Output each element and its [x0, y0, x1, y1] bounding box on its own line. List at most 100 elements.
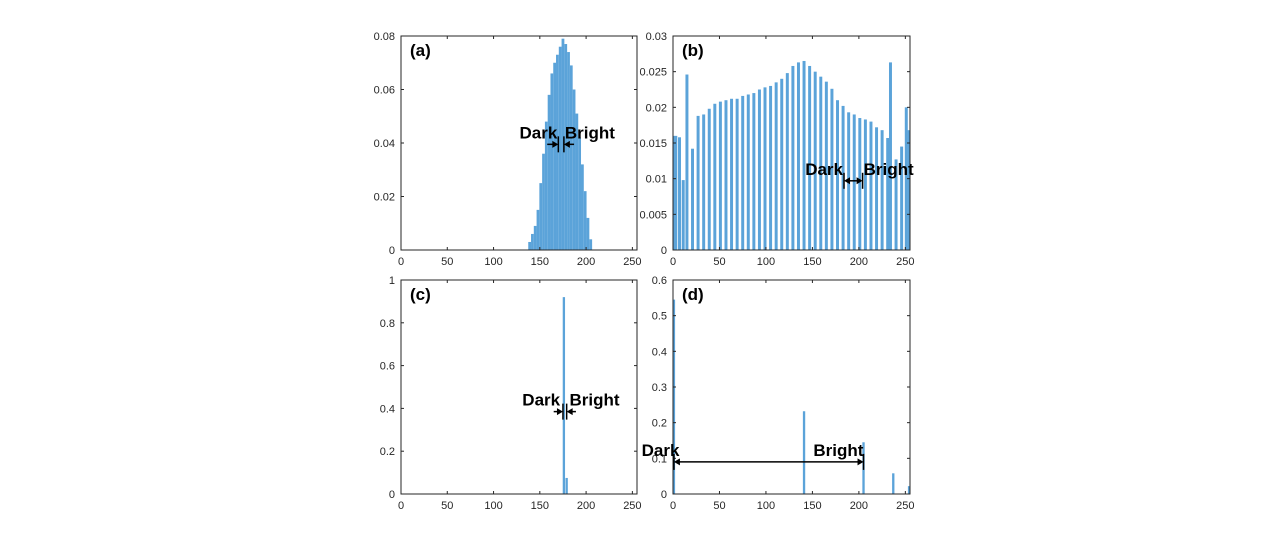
arrowhead [563, 140, 570, 148]
histogram-bar [869, 121, 873, 250]
histogram-bar [894, 159, 898, 250]
histogram-bar [673, 135, 675, 250]
histogram-bar [763, 87, 767, 250]
histogram-bar [539, 183, 543, 250]
axes-box [400, 35, 638, 251]
histogram-bar [796, 62, 800, 250]
histogram-bar [836, 100, 839, 250]
histogram-bar [841, 105, 845, 250]
histogram-bar [681, 180, 685, 250]
y-tick-label: 0.015 [639, 138, 667, 150]
histogram-bar [713, 103, 717, 251]
panel-a: 0 50 100 150 200 250 0 0.02 0.04 0.06 0.08 (a) Dark B… [374, 31, 642, 268]
panel-label: (c) [410, 285, 431, 304]
histogram-bar [673, 299, 676, 494]
y-tick-label: 0.8 [380, 318, 395, 330]
histogram-bar [707, 108, 711, 250]
x-tick-label: 100 [484, 256, 502, 268]
histogram-bar [581, 164, 584, 250]
histogram-bar [886, 138, 890, 250]
y-tick-label: 1 [389, 275, 395, 287]
x-tick-label: 0 [398, 256, 404, 268]
histogram-bar [746, 94, 750, 250]
dark-annotation: Dark [520, 123, 558, 142]
arrowhead [844, 177, 851, 185]
y-tick-label: 0.025 [639, 67, 667, 79]
x-tick-label: 50 [713, 256, 725, 268]
histogram-bar [696, 115, 700, 250]
x-tick-label: 250 [896, 500, 914, 512]
histogram-bar [685, 74, 689, 251]
histogram-bar [569, 65, 573, 250]
histogram-bar [718, 101, 722, 250]
histogram-bar [691, 148, 695, 250]
bright-annotation: Bright [570, 391, 620, 410]
y-tick-label: 0.2 [380, 446, 395, 458]
histogram-bar [578, 137, 582, 250]
x-tick-label: 150 [531, 256, 549, 268]
histogram-bar [550, 73, 554, 250]
histogram-bar [858, 118, 862, 251]
x-tick-label: 250 [896, 256, 914, 268]
histogram-bar [904, 107, 908, 250]
bright-annotation: Bright [565, 123, 615, 142]
x-tick-label: 150 [803, 256, 821, 268]
histogram-bar [589, 239, 593, 250]
y-tick-label: 0.005 [639, 209, 667, 221]
panel-c: 0 50 100 150 200 250 0 0.2 0.4 0.6 0.8 1 (c) Dark Brig… [380, 275, 642, 512]
y-tick-label: 0.08 [374, 31, 395, 43]
x-tick-label: 0 [398, 500, 404, 512]
dark-annotation: Dark [642, 441, 680, 460]
histogram-bar [863, 119, 867, 251]
axes-box [400, 279, 638, 495]
histogram-bar [528, 241, 532, 250]
y-tick-label: 0.6 [652, 275, 667, 287]
histogram-bar [907, 486, 910, 494]
histogram-bar [678, 137, 681, 250]
histogram-bar [880, 130, 884, 250]
y-tick-label: 0 [389, 489, 395, 501]
histogram-bar [558, 46, 562, 251]
histogram-bar [724, 100, 728, 250]
histogram-bar [533, 225, 537, 250]
histogram-bar [780, 78, 784, 250]
y-tick-label: 0.5 [652, 311, 667, 323]
histogram-bar [572, 89, 576, 250]
histogram-bar [819, 76, 823, 250]
y-tick-label: 0.03 [646, 31, 667, 43]
x-tick-label: 150 [803, 500, 821, 512]
y-tick-label: 0 [661, 245, 667, 257]
y-tick-label: 0.4 [652, 346, 667, 358]
y-tick-label: 0 [661, 489, 667, 501]
x-tick-label: 0 [670, 256, 676, 268]
histogram-bar [785, 73, 789, 251]
panel-label: (a) [410, 41, 431, 60]
y-tick-label: 0.1 [652, 453, 667, 465]
y-tick-label: 0 [389, 245, 395, 257]
x-tick-label: 200 [577, 256, 595, 268]
histogram-bar [575, 113, 579, 250]
histogram-bar [586, 217, 590, 250]
dark-annotation: Dark [805, 160, 843, 179]
x-tick-label: 100 [484, 500, 502, 512]
y-tick-label: 0.3 [652, 382, 667, 394]
y-tick-label: 0.02 [374, 192, 395, 204]
bright-annotation: Bright [813, 441, 863, 460]
y-tick-label: 0.06 [374, 85, 395, 97]
histogram-bar [583, 191, 587, 250]
histogram-bar [900, 146, 904, 250]
x-tick-label: 50 [441, 500, 453, 512]
x-tick-label: 100 [757, 500, 775, 512]
histogram-bar [567, 52, 570, 250]
histogram-bar [888, 62, 892, 250]
histogram-bar [830, 88, 834, 250]
histogram-bar [769, 85, 773, 250]
dark-annotation: Dark [522, 391, 560, 410]
arrowhead [566, 408, 573, 416]
histogram-bar [536, 209, 540, 250]
histogram-bar [564, 44, 568, 251]
y-tick-label: 0.01 [646, 174, 667, 186]
histogram-bar [556, 54, 559, 250]
histogram-bar [752, 93, 756, 250]
